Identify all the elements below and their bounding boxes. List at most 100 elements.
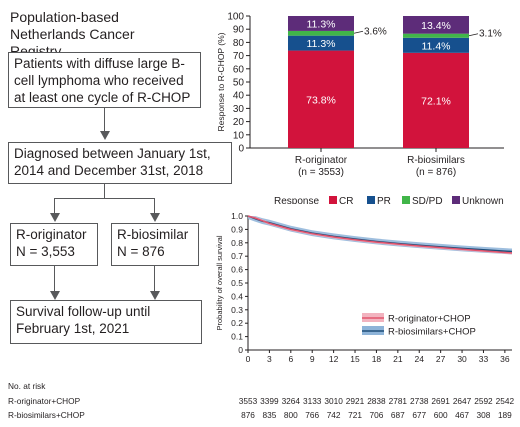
risk-cell: 835 [262,410,277,420]
split-stem [104,184,105,199]
arrow-right [154,198,155,215]
km-line [247,215,513,254]
legend-swatch-cr [329,196,337,204]
km-y-tick-label: 0.2 [231,318,243,328]
patients-box: Patients with diffuse large B-cell lymph… [8,52,201,108]
bar-segment-pr [403,37,469,53]
km-x-tick-label: 12 [329,354,339,364]
risk-cell: 687 [390,410,405,420]
bar-y-tick-label: 60 [233,64,245,75]
risk-cell: 2738 [410,396,429,406]
followup-box: Survival follow-up until February 1st, 2… [10,300,202,344]
km-x-tick-label: 33 [479,354,489,364]
km-y-tick-label: 0.6 [231,265,243,275]
risk-cell: 600 [433,410,448,420]
risk-cell: 721 [348,410,362,420]
risk-cell: 2838 [367,396,386,406]
legend-swatch-unknown [452,196,460,204]
km-y-tick-label: 0.3 [231,305,243,315]
km-y-tick-label: 0 [238,345,243,355]
km-ci-band [248,216,512,255]
km-x-tick-label: 0 [246,354,251,364]
km-y-tick-label: 0.1 [231,332,243,342]
bar-segment-sdpd [288,30,354,36]
risk-table-title: No. at risk [8,381,46,391]
risk-cell: 3553 [238,396,258,406]
km-x-tick-label: 24 [415,354,425,364]
risk-cell: 876 [241,410,255,420]
arrow-down-right [154,266,155,293]
r-biosimilar-box: R-biosimilar N = 876 [111,223,199,266]
bar-segment-unknown [288,16,354,31]
bar-label-leader [353,30,364,34]
bar-segment-unknown [403,16,469,34]
bar-y-tick-label: 10 [233,130,245,141]
risk-cell: 189 [497,410,512,420]
km-x-tick-label: 9 [310,354,315,364]
km-y-tick-label: 0.5 [231,278,243,288]
km-x-tick-label: 6 [288,354,293,364]
risk-cell: 742 [326,410,341,420]
km-x-tick-label: 30 [457,354,467,364]
risk-cell: 800 [283,410,298,420]
bar-y-axis-label: Response to R-CHOP (%) [216,32,226,131]
risk-cell: 2691 [431,396,450,406]
risk-cell: 706 [369,410,384,420]
risk-cell: 2781 [388,396,408,406]
risk-cell: 3399 [260,396,279,406]
arrow-1 [104,108,105,133]
km-x-tick-label: 21 [393,354,403,364]
risk-cell: 677 [412,410,427,420]
arrow-left-head [50,213,60,222]
bar-data-label: 11.3% [307,18,336,30]
bar-y-tick-label: 30 [233,104,245,115]
bar-data-label: 72.1% [421,95,451,107]
bar-y-tick-label: 40 [233,91,245,102]
km-x-tick-label: 3 [267,354,272,364]
arrow-down-left [54,266,55,293]
bar-data-label: 11.4% [422,40,451,52]
bar-segment-cr [403,52,469,148]
risk-cell: 308 [476,410,491,420]
followup-text: Survival follow-up until February 1st, 2… [16,304,151,336]
bar-data-label: 3.6% [364,26,387,37]
risk-cell: 3264 [281,396,301,406]
bar-category-label: R-originator [295,155,348,166]
km-x-tick-label: 27 [436,354,446,364]
bar-label-leader [468,33,479,37]
km-legend-label: R-originator+CHOP [388,314,471,325]
legend-label: SD/PD [412,196,443,204]
km-x-tick-label: 15 [350,354,360,364]
bar-y-tick-label: 70 [233,51,245,62]
diagnosed-box: Diagnosed between January 1st, 2014 and … [8,142,232,184]
risk-cell: 467 [455,410,469,420]
risk-cell: 2647 [452,396,472,406]
legend-label: CR [339,196,353,204]
patients-text: Patients with diffuse large B-cell lymph… [14,56,191,105]
r-biosimilar-n: N = 876 [117,244,165,259]
risk-row-label: R-biosimilars+CHOP [8,410,85,420]
km-legend-label: R-biosimilars+CHOP [388,327,476,338]
risk-cell: 766 [305,410,320,420]
km-y-tick-label: 0.9 [231,224,243,234]
km-y-tick-label: 0.8 [231,238,243,248]
arrow-right-head [150,213,160,222]
km-y-tick-label: 0.7 [231,251,243,261]
diagnosed-text: Diagnosed between January 1st, 2014 and … [14,146,211,178]
bar-data-label: 3.1% [479,29,502,40]
legend-swatch-pr [367,196,375,204]
legend-title: Response [274,196,319,204]
bar-category-label: (n = 3553) [298,167,344,178]
bar-y-tick-label: 80 [233,38,245,49]
bar-y-tick-label: 0 [238,144,244,155]
risk-cell: 3133 [302,396,322,406]
bar-category-label: (n = 876) [416,167,456,178]
bar-category-label: R-biosimilars [407,155,465,166]
arrow-down-left-head [50,291,60,300]
legend-label: PR [377,196,391,204]
bar-segment-pr [288,35,354,51]
bar-y-tick-label: 20 [233,117,245,128]
bar-y-tick-label: 50 [233,78,245,89]
r-originator-n: N = 3,553 [16,244,75,259]
